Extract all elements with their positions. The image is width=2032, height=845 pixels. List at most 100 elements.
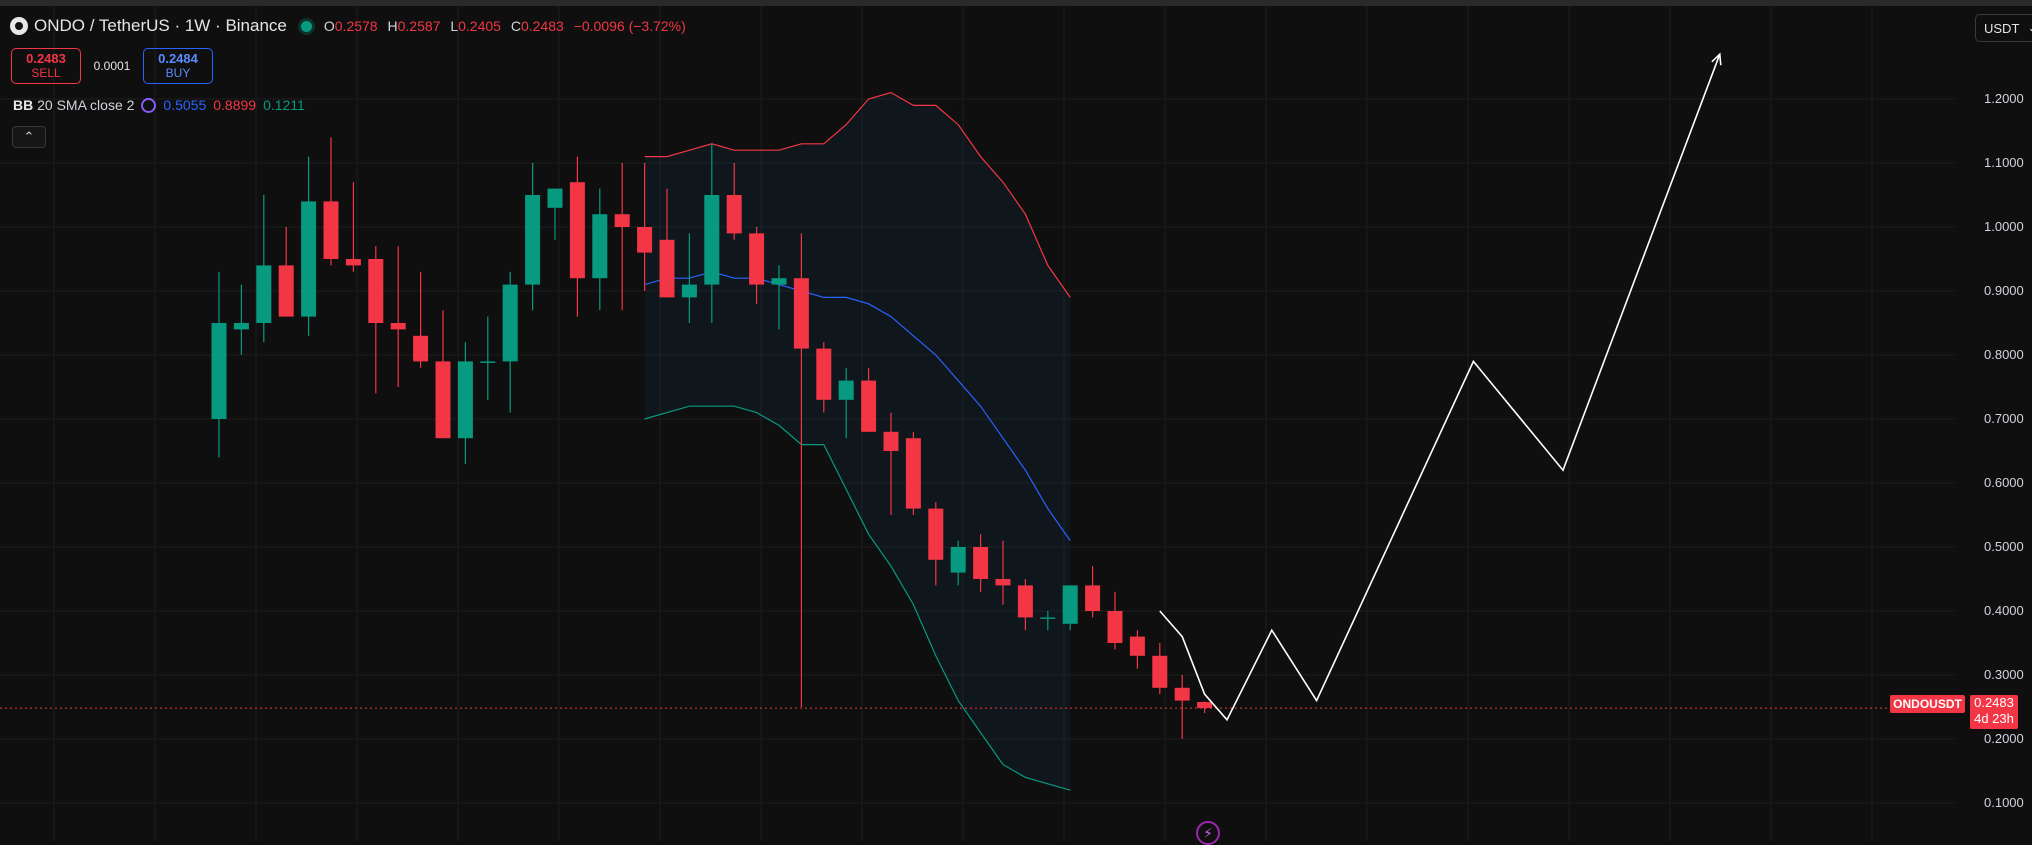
candle (480, 316, 496, 400)
candle (1085, 566, 1101, 618)
candle-body (1129, 636, 1145, 656)
ohlc-open: 0.2578 (334, 18, 378, 34)
candle-body (883, 431, 899, 451)
candle-body (390, 323, 406, 330)
candle-body (950, 547, 966, 573)
candle-body (1174, 687, 1190, 701)
bb-upper-value: 0.8899 (213, 97, 257, 113)
ohlc-high-key: H (387, 18, 398, 34)
indicator-title: BB 20 SMA close 2 (13, 97, 134, 113)
buy-label: BUY (165, 66, 191, 80)
top-border (0, 0, 2032, 6)
lightning-icon[interactable]: ⚡ (1196, 821, 1220, 845)
candle (413, 271, 429, 368)
price-chart[interactable] (0, 6, 2032, 841)
collapse-legend-button[interactable]: ⌃ (12, 126, 46, 148)
bb-lower-line (644, 405, 1071, 791)
candle (569, 156, 585, 317)
candle-body (637, 227, 653, 253)
candle-body (726, 195, 742, 234)
candle-body (1085, 585, 1101, 611)
sell-price: 0.2483 (26, 51, 66, 66)
spread-value: 0.0001 (93, 59, 131, 73)
candle-body (1152, 655, 1168, 688)
candle (345, 182, 361, 272)
candle-body (211, 323, 227, 419)
candle (905, 431, 921, 515)
candle (1129, 630, 1145, 669)
bb-lower-value: 0.1211 (263, 97, 305, 113)
candle (1062, 585, 1078, 631)
indicator-legend[interactable]: BB 20 SMA close 2 0.5055 0.8899 0.1211 (13, 97, 305, 113)
candle (861, 367, 877, 432)
candle-body (973, 547, 989, 579)
candles (211, 137, 1213, 739)
candle (614, 163, 630, 311)
candle (457, 342, 473, 464)
grid (0, 6, 1955, 841)
candle (704, 143, 720, 323)
price-tick-label: 0.7000 (1984, 411, 2024, 426)
candle-body (793, 278, 809, 349)
candle (838, 367, 854, 439)
price-tick-label: 0.3000 (1984, 667, 2024, 682)
candle-body (301, 201, 317, 317)
candle (1174, 675, 1190, 739)
trade-panel: 0.2483 SELL 0.0001 0.2484 BUY (11, 48, 213, 84)
price-tick-label: 1.2000 (1984, 91, 2024, 106)
candle (816, 342, 832, 413)
candle (256, 195, 272, 343)
ohlc-close: 0.2483 (520, 18, 564, 34)
price-tick-label: 1.0000 (1984, 219, 2024, 234)
symbol-legend: ONDO / TetherUS · 1W · Binance O0.2578 H… (10, 16, 692, 36)
projection-arrowhead (1711, 52, 1722, 66)
candle (390, 246, 406, 387)
price-tick-label: 0.2000 (1984, 731, 2024, 746)
candle-body (502, 284, 518, 362)
candle-body (995, 579, 1011, 586)
candle (771, 265, 787, 330)
ohlc-low: 0.2405 (458, 18, 501, 34)
ohlc-close-key: C (510, 18, 521, 34)
symbol-price-label: ONDOUSDT (1890, 695, 1965, 713)
candle (1017, 579, 1033, 631)
bb-basis-value: 0.5055 (163, 97, 207, 113)
candle-body (1062, 585, 1078, 624)
candle (1152, 643, 1168, 695)
ohlc-low-key: L (450, 18, 459, 34)
price-tick-label: 0.5000 (1984, 539, 2024, 554)
market-status-icon[interactable] (300, 20, 312, 32)
currency-selector[interactable]: USDT ⌄ (1975, 14, 2032, 42)
candle-body (928, 508, 944, 560)
candle-body (525, 195, 541, 285)
candle (502, 271, 518, 413)
candle (435, 310, 451, 439)
candle-body (592, 214, 608, 279)
price-tick-label: 0.8000 (1984, 347, 2024, 362)
candle (749, 227, 765, 304)
buy-button[interactable]: 0.2484 BUY (143, 48, 213, 84)
chevron-up-icon: ⌃ (23, 129, 35, 144)
candle-body (368, 259, 384, 323)
ohlc-values: O0.2578 H0.2587 L0.2405 C0.2483 −0.0096 … (324, 18, 692, 34)
bb-upper-line (644, 91, 1071, 298)
ohlc-high: 0.2587 (397, 18, 441, 34)
candle (973, 534, 989, 592)
candle (547, 188, 563, 240)
last-price-label: 0.2483 4d 23h (1970, 695, 2018, 729)
candle (278, 227, 294, 317)
candle (637, 163, 653, 291)
candle-body (547, 188, 563, 208)
symbol-title[interactable]: ONDO / TetherUS · 1W · Binance (34, 16, 287, 35)
candle-body (1040, 617, 1056, 619)
buy-price: 0.2484 (158, 51, 198, 66)
symbol-logo-icon (10, 17, 28, 35)
candle-body (1107, 611, 1123, 643)
candle (1197, 701, 1213, 714)
candle-body (480, 361, 496, 363)
candle-body (256, 265, 272, 323)
candle (883, 412, 899, 515)
candle (301, 156, 317, 336)
sell-button[interactable]: 0.2483 SELL (11, 48, 81, 84)
indicator-params: 20 SMA close 2 (37, 97, 135, 113)
